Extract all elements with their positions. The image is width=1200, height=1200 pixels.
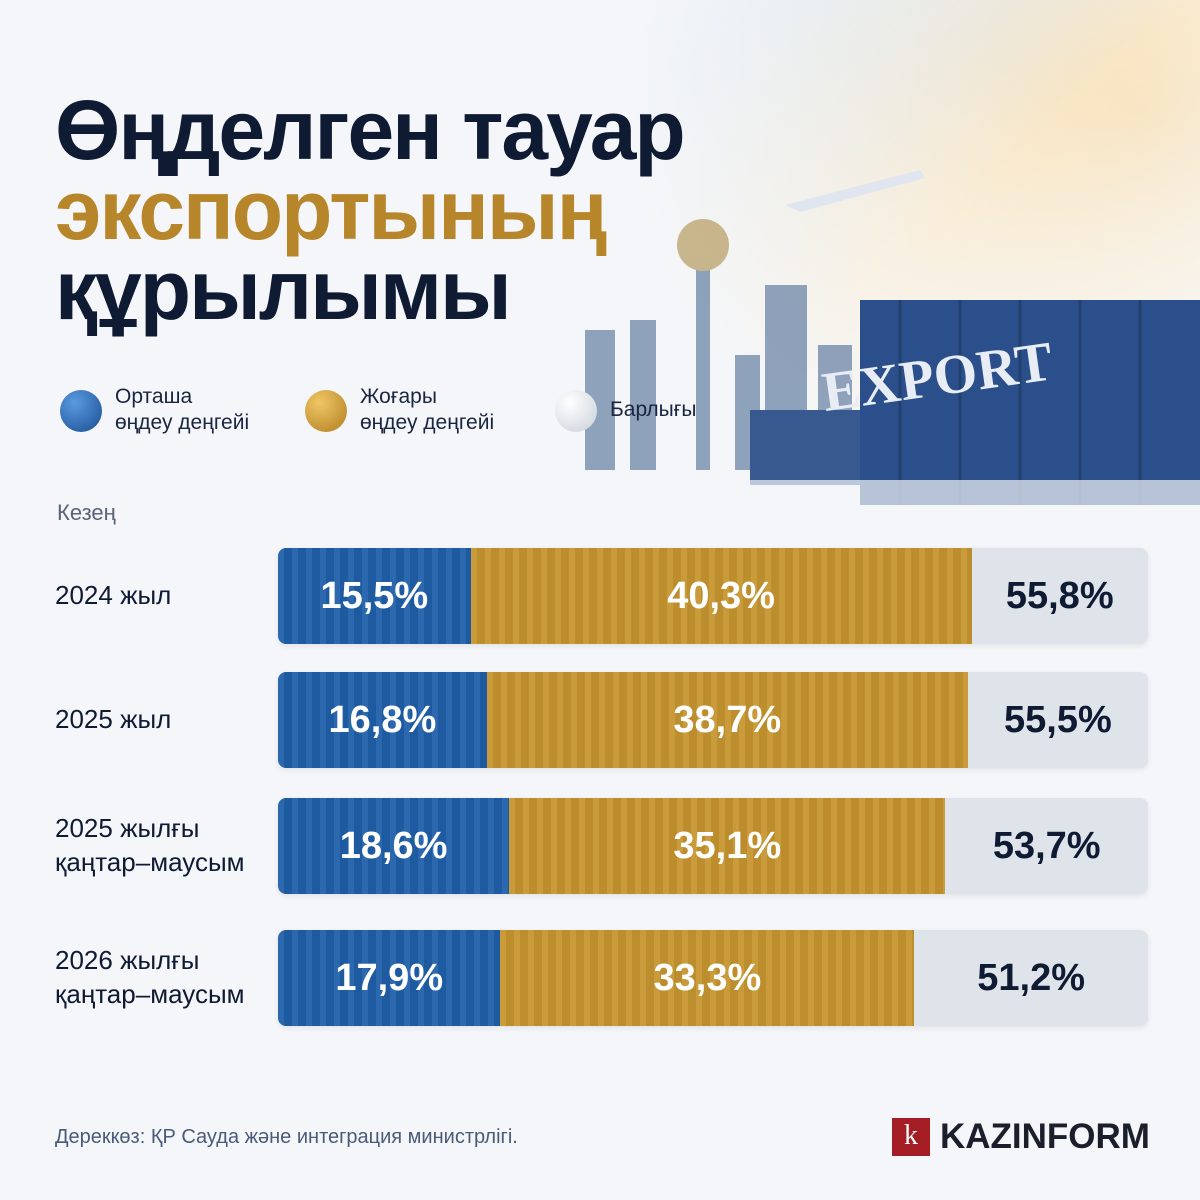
legend-label: Орташа өңдеу деңгейі bbox=[115, 385, 250, 435]
source: Дереккөз: ҚР Сауда және интеграция минис… bbox=[55, 1126, 518, 1148]
bar-segment bbox=[278, 548, 471, 644]
legend-marker bbox=[60, 390, 102, 432]
legend-label: Барлығы bbox=[610, 398, 697, 421]
value-label: 38,7% bbox=[673, 698, 782, 741]
category-label: 2024 жыл bbox=[55, 580, 172, 611]
bar-segment bbox=[486, 672, 968, 768]
title-line: Өңделген тауар bbox=[55, 83, 686, 177]
value-label: 40,3% bbox=[667, 574, 775, 617]
total-label: 51,2% bbox=[977, 956, 1086, 999]
total-label: 55,5% bbox=[1004, 698, 1112, 741]
value-label: 33,3% bbox=[653, 956, 762, 999]
bar-segment bbox=[278, 930, 501, 1026]
value-label: 17,9% bbox=[335, 956, 444, 999]
bar-segment bbox=[470, 548, 972, 644]
bar-segment bbox=[509, 798, 946, 894]
legend-marker bbox=[555, 390, 597, 432]
category-label: 2025 жылғы қаңтар–маусым bbox=[55, 813, 245, 877]
value-label: 18,6% bbox=[339, 824, 448, 867]
category-label: 2026 жылғы қаңтар–маусым bbox=[55, 945, 245, 1009]
logo-icon: k bbox=[892, 1118, 930, 1156]
value-label: 35,1% bbox=[673, 824, 782, 867]
title-line: құрылымы bbox=[55, 243, 512, 337]
title-line: экспортының bbox=[55, 163, 607, 257]
legend-marker bbox=[305, 390, 347, 432]
category-label: 2025 жыл bbox=[55, 704, 172, 735]
logo: KAZINFORM bbox=[940, 1117, 1150, 1156]
bar-segment bbox=[278, 798, 510, 894]
bar-segment bbox=[500, 930, 915, 1026]
value-label: 15,5% bbox=[320, 574, 429, 617]
total-label: 55,8% bbox=[1005, 574, 1114, 617]
total-label: 53,7% bbox=[992, 824, 1101, 867]
legend-label: Жоғары өңдеу деңгейі bbox=[360, 385, 495, 435]
category-header: Кезең bbox=[57, 500, 116, 525]
bar-segment bbox=[278, 672, 487, 768]
value-label: 16,8% bbox=[328, 698, 437, 741]
